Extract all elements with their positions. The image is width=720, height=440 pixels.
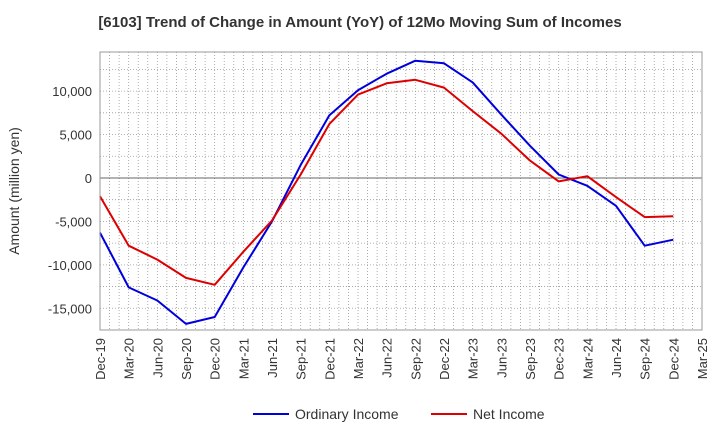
y-tick-label: -10,000	[48, 258, 92, 273]
plot-border	[99, 51, 703, 331]
chart-title: [6103] Trend of Change in Amount (YoY) o…	[98, 14, 622, 31]
x-tick-label: Sep-21	[294, 338, 309, 380]
x-tick-label: Jun-24	[609, 338, 624, 378]
x-tick-label: Dec-20	[208, 338, 223, 380]
series-line-net-income	[99, 78, 674, 286]
legend-label: Ordinary Income	[295, 406, 399, 422]
y-tick-label: -15,000	[48, 301, 92, 316]
x-tick-label: Jun-23	[494, 338, 509, 378]
x-tick-label: Jun-21	[265, 338, 280, 378]
x-tick-label: Sep-22	[408, 338, 423, 380]
x-tick-label: Mar-25	[695, 338, 710, 379]
grid-layer	[100, 52, 702, 331]
x-tick-label: Jun-20	[150, 338, 165, 378]
legend-label: Net Income	[473, 406, 545, 422]
x-tick-label: Dec-21	[322, 338, 337, 380]
x-tick-label: Dec-22	[437, 338, 452, 380]
y-tick-label: 5,000	[59, 128, 92, 143]
x-tick-label: Sep-23	[523, 338, 538, 380]
series-line-ordinary-income	[99, 59, 674, 325]
x-tick-label: Dec-19	[93, 338, 108, 380]
x-tick-label: Sep-24	[638, 338, 653, 380]
x-tick-label: Mar-22	[351, 338, 366, 379]
x-tick-label: Sep-20	[179, 338, 194, 380]
x-tick-label: Dec-24	[666, 338, 681, 380]
plot-area	[100, 52, 702, 330]
y-tick-label: -5,000	[55, 214, 92, 229]
y-tick-label: 10,000	[52, 84, 92, 99]
x-tick-label: Jun-22	[380, 338, 395, 378]
legend: Ordinary Income Net Income	[253, 406, 545, 422]
y-tick-labels: -15,000 -10,000 -5,000 0 5,000 10,000	[48, 84, 92, 316]
x-tick-labels: Dec-19 Mar-20 Jun-20 Sep-20 Dec-20 Mar-21 Jun-…	[93, 338, 710, 380]
x-tick-label: Mar-20	[122, 338, 137, 379]
x-tick-label: Dec-23	[552, 338, 567, 380]
x-tick-label: Mar-24	[580, 338, 595, 379]
x-tick-label: Mar-21	[236, 338, 251, 379]
y-tick-label: 0	[85, 171, 92, 186]
y-axis-label: Amount (million yen)	[6, 127, 22, 255]
x-tick-label: Mar-23	[466, 338, 481, 379]
series-layer	[99, 59, 674, 325]
